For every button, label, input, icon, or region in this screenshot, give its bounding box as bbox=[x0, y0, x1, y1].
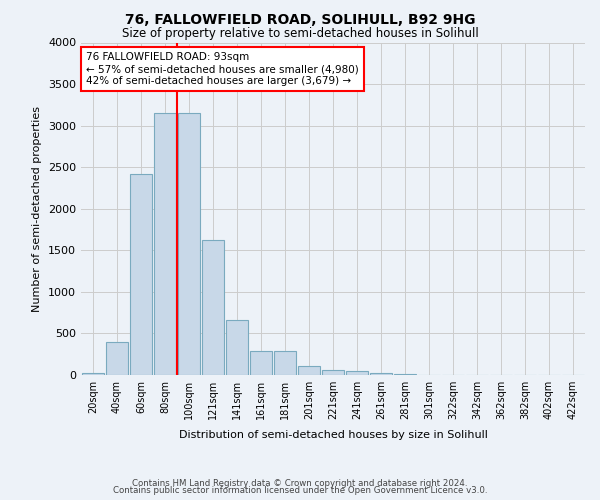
Bar bbox=[202, 240, 224, 375]
Text: Size of property relative to semi-detached houses in Solihull: Size of property relative to semi-detach… bbox=[122, 28, 478, 40]
Bar bbox=[154, 113, 176, 375]
Text: 76, FALLOWFIELD ROAD, SOLIHULL, B92 9HG: 76, FALLOWFIELD ROAD, SOLIHULL, B92 9HG bbox=[125, 12, 475, 26]
Bar bbox=[130, 174, 152, 375]
Y-axis label: Number of semi-detached properties: Number of semi-detached properties bbox=[32, 106, 43, 312]
X-axis label: Distribution of semi-detached houses by size in Solihull: Distribution of semi-detached houses by … bbox=[179, 430, 487, 440]
Bar bbox=[178, 113, 200, 375]
Bar bbox=[298, 366, 320, 375]
Bar bbox=[82, 372, 104, 375]
Text: 76 FALLOWFIELD ROAD: 93sqm
← 57% of semi-detached houses are smaller (4,980)
42%: 76 FALLOWFIELD ROAD: 93sqm ← 57% of semi… bbox=[86, 52, 359, 86]
Bar bbox=[322, 370, 344, 375]
Bar bbox=[106, 342, 128, 375]
Text: Contains HM Land Registry data © Crown copyright and database right 2024.: Contains HM Land Registry data © Crown c… bbox=[132, 478, 468, 488]
Bar bbox=[274, 352, 296, 375]
Bar bbox=[250, 352, 272, 375]
Bar bbox=[394, 374, 416, 375]
Bar bbox=[226, 320, 248, 375]
Text: Contains public sector information licensed under the Open Government Licence v3: Contains public sector information licen… bbox=[113, 486, 487, 495]
Bar bbox=[370, 373, 392, 375]
Bar bbox=[346, 371, 368, 375]
